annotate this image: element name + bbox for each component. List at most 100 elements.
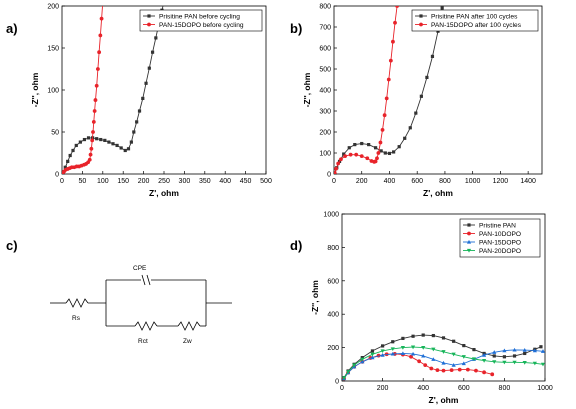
data-point [71,148,75,153]
legend-marker [147,14,151,18]
data-point [431,347,436,352]
data-point [380,349,385,354]
data-point [400,351,405,356]
data-point [492,350,497,354]
data-point [540,349,545,353]
data-point [98,33,103,38]
y-tick-label: 400 [327,312,339,319]
data-point [352,363,357,368]
legend-marker [467,223,471,227]
data-point [401,336,405,341]
x-axis-title: Z', ohm [149,188,179,198]
chart-b: 0 200 400 600 800 1000 1200 1400 0 100 200 300 400 50… [302,4,543,198]
series-line [343,334,542,378]
data-point [97,50,102,55]
data-point [343,154,347,159]
equivalent-circuit [50,274,232,331]
data-point [512,360,517,365]
data-point [99,16,104,21]
data-point [360,359,365,364]
data-point [522,348,527,352]
data-point [429,366,434,371]
y-tick-label: 200 [319,130,331,137]
legend-entry: PAN-10DOPO [479,231,521,238]
legend-entry: Prisitine PAN before cycling [159,13,240,20]
data-point [144,81,148,85]
y-tick-label: 400 [319,88,331,95]
data-point [490,372,495,377]
data-point [115,143,119,148]
data-point [99,137,103,142]
data-point [474,368,478,373]
data-point [384,96,389,101]
x-tick-label: 300 [179,178,191,185]
legend-marker [467,231,471,236]
data-point [471,357,477,362]
data-point [334,171,337,174]
data-point [462,343,466,348]
data-point [379,149,383,153]
data-point [411,334,415,338]
data-point [96,67,100,71]
data-point [339,157,343,162]
y-tick-label: 600 [319,46,331,53]
x-axis-title: Z', ohm [423,188,453,198]
data-point [419,94,423,98]
data-point [107,140,111,144]
data-point [378,140,383,145]
data-point [390,351,395,356]
data-point [502,355,506,359]
data-point [449,368,454,373]
x-tick-label: 350 [199,178,211,185]
x-tick-label: 500 [260,178,272,185]
data-point [403,136,407,140]
data-point [154,36,158,40]
data-point [95,137,99,141]
legend-marker [147,22,151,27]
x-tick-label: 100 [97,178,109,185]
data-point [360,356,364,360]
data-point [342,152,346,156]
x-tick-label: 50 [79,178,87,185]
y-tick-label: 50 [51,130,59,137]
data-point [87,157,92,162]
data-point [482,359,487,363]
data-point [89,146,94,151]
y-tick-label: 0 [327,172,331,179]
data-point [78,140,82,144]
data-point [129,140,133,144]
data-point [461,355,466,359]
legend-marker [466,248,472,253]
data-point [386,77,391,82]
data-point [452,339,456,343]
x-tick-label: 200 [138,178,150,185]
data-point [94,83,99,88]
data-point [410,351,416,356]
data-point [431,357,436,361]
legend-entry: Prisitine PAN after 100 cycles [431,13,518,20]
data-point [135,120,139,124]
data-point [387,151,392,156]
data-point [370,355,375,360]
data-point [451,363,456,367]
legend-entry: PAN-20DOPO [479,248,521,255]
data-point [91,120,96,124]
x-tick-label: 800 [439,178,451,185]
data-point [441,336,446,340]
legend-box [411,9,539,32]
data-point [408,126,412,130]
data-point [82,137,87,142]
data-point [119,146,123,150]
data-point [370,349,375,353]
data-point [532,348,537,353]
data-point [334,166,338,171]
y-tick-label: 500 [319,67,331,74]
y-tick-label: 800 [319,4,331,11]
data-point [441,350,446,354]
data-point [92,109,97,113]
data-point [132,130,136,134]
x-axis-title: Z', ohm [429,395,459,405]
x-tick-label: 600 [411,178,423,185]
x-tick-label: 0 [340,385,344,392]
data-point [342,376,347,381]
